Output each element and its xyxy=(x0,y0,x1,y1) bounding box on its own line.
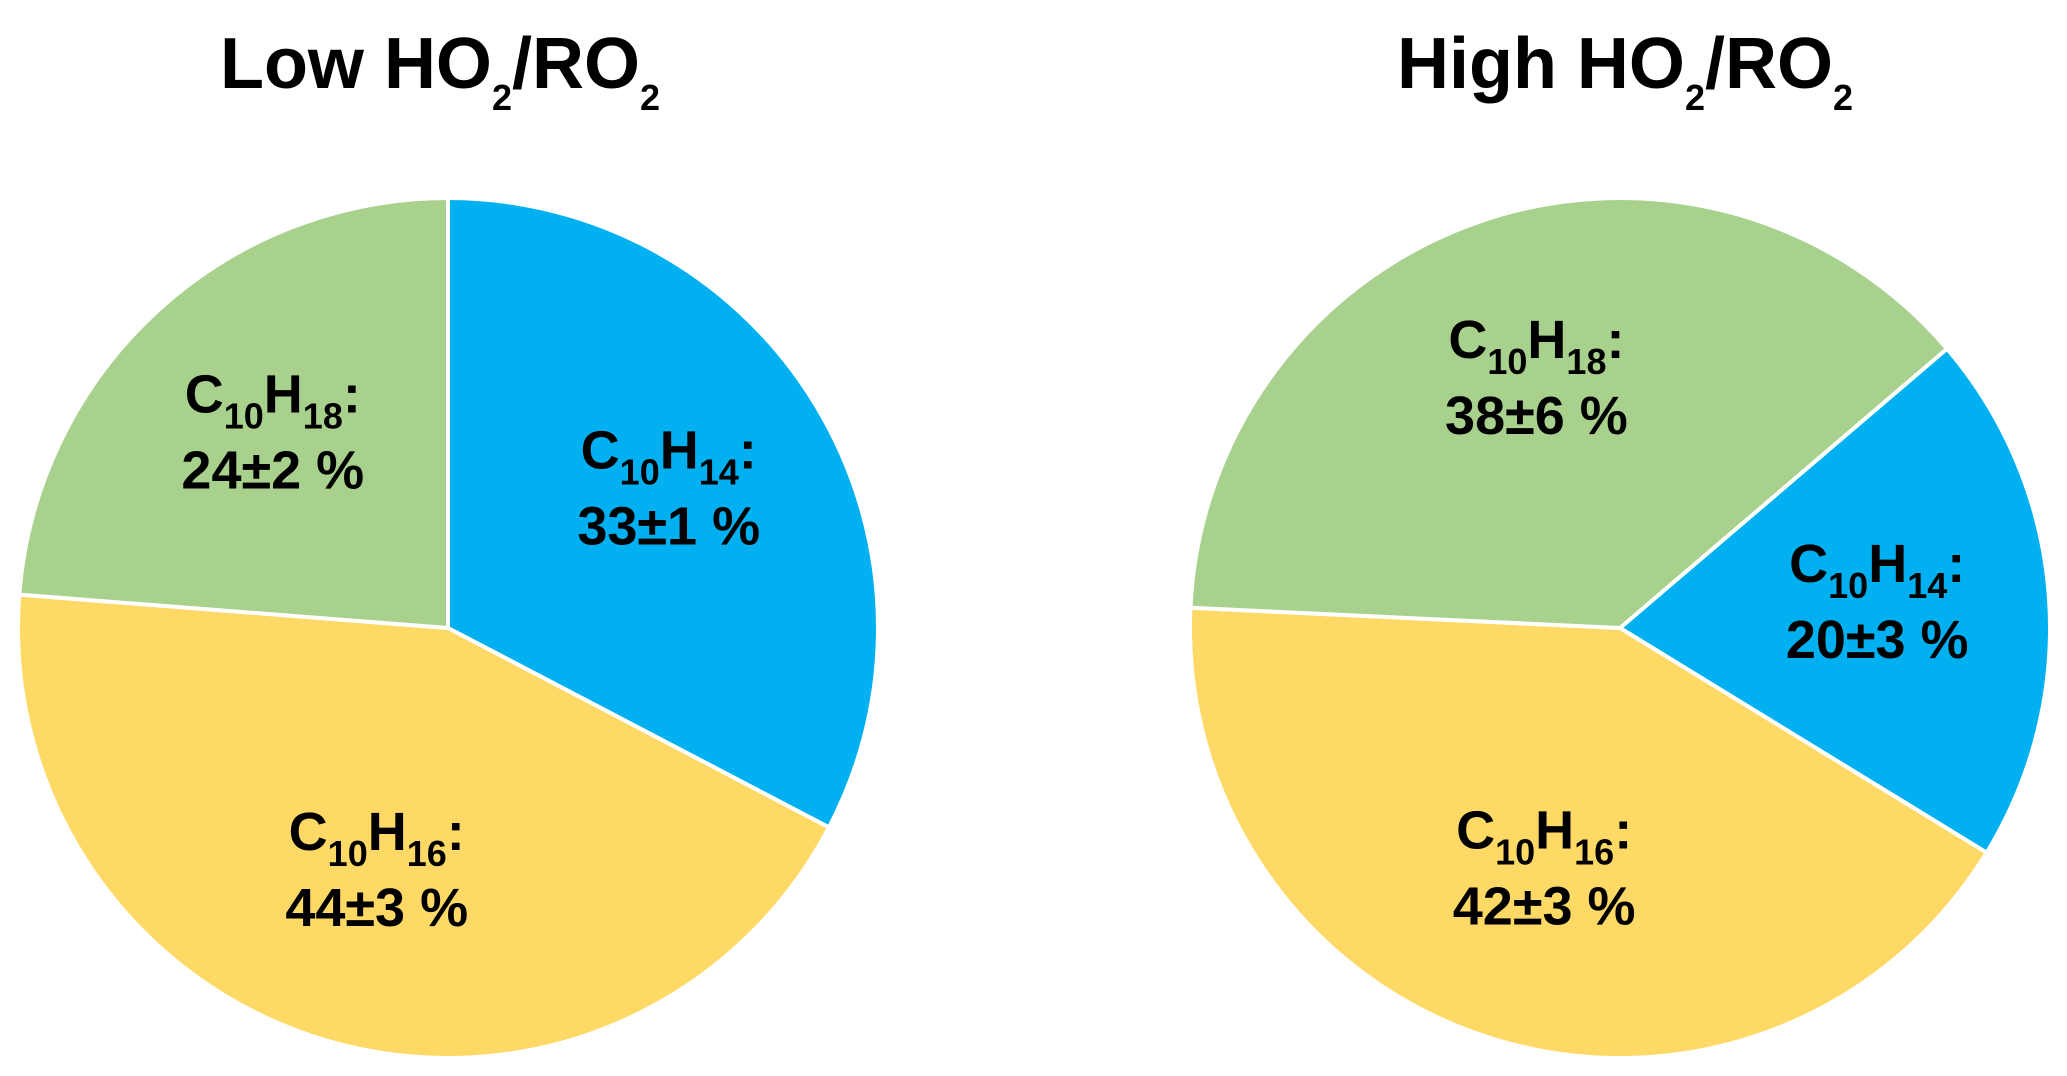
pie-slice-c10h16 xyxy=(1188,605,1989,1060)
slice-label-c10h14-part: H xyxy=(660,420,699,480)
slice-label-c10h16: C10H16: xyxy=(1456,801,1632,873)
slice-label-c10h16-part: 16 xyxy=(407,833,447,874)
chart-title-part: /RO xyxy=(512,24,640,104)
pie-slice-c10h18 xyxy=(1188,196,1949,630)
slice-label-c10h14-part: 10 xyxy=(1828,565,1868,606)
pie-slice-c10h14 xyxy=(446,196,880,830)
slice-label-c10h16-part: H xyxy=(368,802,407,862)
chart-title-part: High HO xyxy=(1397,24,1685,104)
slice-label-c10h16-part: 10 xyxy=(1495,832,1535,873)
slice-label-c10h18-part: : xyxy=(343,365,361,425)
slice-label-c10h18: C10H18: xyxy=(1448,310,1624,382)
chart-title-part: 2 xyxy=(1685,77,1705,118)
slice-label-c10h16-part: H xyxy=(1535,801,1574,861)
chart-title-part: 2 xyxy=(640,77,660,118)
slice-label-c10h16-part: C xyxy=(1456,801,1495,861)
slice-label-c10h14-part: 14 xyxy=(1907,565,1947,606)
slice-label-c10h14-part: C xyxy=(581,420,620,480)
slice-value-c10h14: 20±3 % xyxy=(1786,610,1969,670)
slice-label-c10h16: C10H16: xyxy=(289,802,465,874)
slice-label-c10h14-part: : xyxy=(739,420,757,480)
chart-title: Low HO2/RO2 xyxy=(220,24,660,118)
slice-label-c10h14-part: C xyxy=(1789,534,1828,594)
slice-label-c10h18-part: C xyxy=(1448,310,1487,370)
slice-label-c10h18-part: 10 xyxy=(224,396,264,437)
pie-slice-c10h16 xyxy=(16,592,831,1060)
chart-title-part: 2 xyxy=(1833,77,1853,118)
chart-title-part: 2 xyxy=(492,77,512,118)
chart-title: High HO2/RO2 xyxy=(1397,24,1853,118)
slice-label-c10h14-part: : xyxy=(1947,534,1965,594)
slice-value-c10h16: 44±3 % xyxy=(285,878,468,938)
slice-label-c10h18-part: C xyxy=(185,365,224,425)
slice-value-c10h18: 24±2 % xyxy=(181,441,364,501)
slice-label-c10h18-part: : xyxy=(1606,310,1624,370)
slice-label-c10h18: C10H18: xyxy=(185,365,361,437)
slice-label-c10h18-part: 10 xyxy=(1487,341,1527,382)
chart-title-part: Low HO xyxy=(220,24,492,104)
slice-label-c10h16-part: 16 xyxy=(1574,832,1614,873)
chart-title-part: /RO xyxy=(1705,24,1833,104)
slice-label-c10h18-part: 18 xyxy=(303,396,343,437)
pie-slice-c10h18 xyxy=(17,196,450,630)
slice-value-c10h16: 42±3 % xyxy=(1453,877,1636,937)
slice-value-c10h14: 33±1 % xyxy=(577,496,760,556)
slice-value-c10h18: 38±6 % xyxy=(1445,386,1628,446)
pie-slice-c10h14 xyxy=(1618,346,2052,855)
slice-label-c10h14-part: 10 xyxy=(620,451,660,492)
slice-label-c10h16-part: : xyxy=(447,802,465,862)
slice-label-c10h14-part: 14 xyxy=(699,451,739,492)
slice-label-c10h16-part: 10 xyxy=(328,833,368,874)
slice-label-c10h16-part: : xyxy=(1614,801,1632,861)
slice-label-c10h18-part: H xyxy=(1527,310,1566,370)
slice-label-c10h18-part: H xyxy=(264,365,303,425)
slice-label-c10h14-part: H xyxy=(1868,534,1907,594)
slice-label-c10h14: C10H14: xyxy=(581,420,757,492)
slice-label-c10h16-part: C xyxy=(289,802,328,862)
slice-label-c10h18-part: 18 xyxy=(1566,341,1606,382)
slice-label-c10h14: C10H14: xyxy=(1789,534,1965,606)
